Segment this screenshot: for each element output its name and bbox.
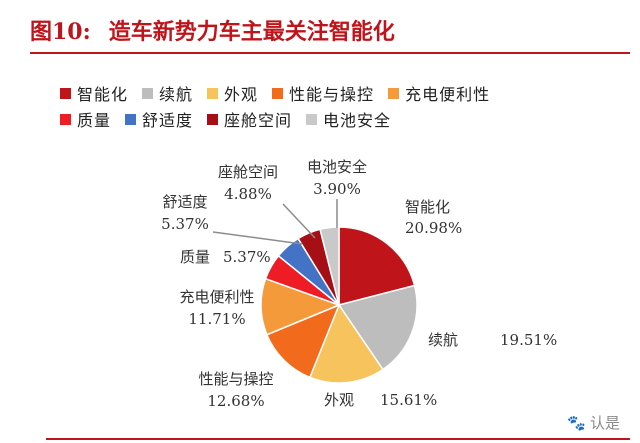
legend-item: 舒适度 xyxy=(125,107,193,131)
slice-name-label: 外观 xyxy=(324,391,354,409)
legend-row-2: 质量 舒适度 座舱空间 电池安全 xyxy=(60,106,640,132)
slice-name-label: 性能与操控 xyxy=(198,370,273,388)
slice-value-label: 3.90% xyxy=(313,180,361,198)
legend-item: 智能化 xyxy=(60,81,128,105)
legend-item: 性能与操控 xyxy=(272,81,374,105)
slice-value-label: 4.88% xyxy=(224,185,272,203)
slice-name-label: 质量 xyxy=(180,248,210,266)
pie-slice xyxy=(337,284,418,371)
legend-label: 智能化 xyxy=(77,85,129,104)
legend-swatch xyxy=(306,113,318,125)
legend-swatch xyxy=(207,113,219,125)
legend-swatch xyxy=(60,87,71,99)
legend-label: 外观 xyxy=(224,85,259,104)
legend-swatch xyxy=(272,87,284,99)
slice-value-label: 5.37% xyxy=(223,248,271,266)
legend-item: 外观 xyxy=(207,81,258,105)
slice-name-label: 电池安全 xyxy=(307,158,367,176)
figure-number: 图10: xyxy=(30,19,91,45)
legend-label: 续航 xyxy=(159,85,194,104)
slice-name-label: 座舱空间 xyxy=(218,163,278,181)
legend-item: 质量 xyxy=(60,107,111,131)
legend-swatch xyxy=(60,113,71,125)
pie-slice xyxy=(338,226,416,306)
legend-label: 座舱空间 xyxy=(224,111,293,130)
pie-slice xyxy=(308,303,384,384)
slice-value-label: 15.61% xyxy=(380,391,437,409)
leader-line xyxy=(282,203,316,239)
pie-slice xyxy=(265,303,341,379)
figure-title: 造车新势力车主最关注智能化 xyxy=(108,19,395,45)
watermark-text: 认是 xyxy=(589,414,620,432)
legend-row-1: 智能化 续航 外观 性能与操控 充电便利性 xyxy=(60,80,640,106)
slice-name-label: 续航 xyxy=(428,331,458,349)
legend-swatch xyxy=(142,87,154,99)
legend-item: 座舱空间 xyxy=(207,107,292,131)
legend-label: 电池安全 xyxy=(323,111,392,130)
pie-slice xyxy=(319,226,340,306)
legend-label: 质量 xyxy=(77,111,112,130)
slice-value-label: 12.68% xyxy=(207,392,264,410)
bottom-divider xyxy=(46,438,630,440)
title-divider xyxy=(30,52,630,54)
leader-line xyxy=(212,231,303,245)
legend-swatch xyxy=(388,87,400,99)
legend-swatch xyxy=(125,113,137,125)
slice-name-label: 智能化 xyxy=(405,198,450,216)
legend-item: 续航 xyxy=(142,81,193,105)
paw-icon: 🐾 xyxy=(567,413,586,432)
slice-value-label: 20.98% xyxy=(405,219,462,237)
legend-label: 充电便利性 xyxy=(405,85,491,104)
slice-value-label: 19.51% xyxy=(500,331,557,349)
slice-name-label: 舒适度 xyxy=(162,193,207,211)
legend-swatch xyxy=(207,87,219,99)
slice-value-label: 11.71% xyxy=(188,310,245,328)
slice-value-label: 5.37% xyxy=(161,215,209,233)
legend-item: 电池安全 xyxy=(306,107,391,131)
slice-name-label: 充电便利性 xyxy=(179,288,254,306)
legend-item: 充电便利性 xyxy=(388,81,490,105)
legend-label: 性能与操控 xyxy=(289,85,375,104)
chart-legend: 智能化 续航 外观 性能与操控 充电便利性 质量 舒适度 座舱空间 电池安全 xyxy=(60,80,640,132)
figure-title-row: 图10: 造车新势力车主最关注智能化 xyxy=(30,10,630,50)
legend-label: 舒适度 xyxy=(142,111,194,130)
watermark: 🐾 认是 xyxy=(567,412,620,433)
